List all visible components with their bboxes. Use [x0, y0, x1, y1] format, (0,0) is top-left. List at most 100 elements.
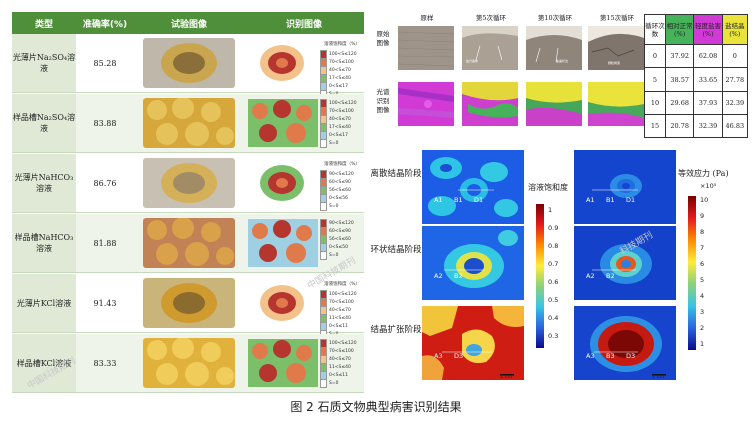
- mini-table-row: 15 20.78 32.39 46.83: [644, 113, 749, 139]
- saturation-colorbar: [536, 204, 544, 348]
- legend-label: 0<S≤50: [329, 244, 348, 250]
- legend-label: 70<S≤100: [329, 299, 354, 305]
- colorbar-tick: 0.6: [548, 278, 559, 286]
- legend-label: 70<S≤100: [329, 59, 354, 65]
- annotation-particle-loss: 颗粒剥落: [608, 60, 620, 65]
- mini-table-cell: 32.39: [693, 113, 723, 139]
- row-type: 样品槽Na₂SO₄溶液: [12, 94, 76, 152]
- colorbar-tick: 1: [548, 206, 553, 214]
- table-row: 光薄片NaHCO₃溶液 86.76 溶液饱和度（%） 90<S≤120 60<S≤9…: [12, 154, 364, 213]
- map-point-label: A3: [434, 352, 443, 360]
- map-point-label: B1: [606, 196, 615, 204]
- mini-table-cell: 29.68: [664, 90, 695, 115]
- row-accuracy: 85.28: [93, 58, 117, 68]
- legend-label: 100<S≤120: [329, 100, 357, 106]
- map-point-label: D1: [474, 196, 484, 204]
- row-accuracy: 91.43: [93, 298, 117, 308]
- saturation-legend: 溶液饱和度（%） 100<S≤120 70<S≤100 40<S≤70 11<S≤40 0…: [320, 279, 364, 339]
- legend-swatch: [320, 378, 327, 388]
- legend-label: 17<S≤40: [329, 124, 351, 130]
- recognized-shape: [248, 219, 318, 267]
- recognized-image: 100<S≤120 70<S≤100 40<S≤70 11<S≤40 0<S≤11 S=0: [246, 337, 362, 389]
- map-point-label: D3: [626, 352, 636, 360]
- header-accuracy: 准确率(%): [82, 19, 128, 30]
- table-row: 样品槽Na₂SO₄溶液 83.88 100<S≤120 70<S≤100 40<S≤…: [12, 94, 364, 153]
- map-point-label: A3: [586, 352, 595, 360]
- map-point-label: A1: [434, 196, 443, 204]
- colorbar-tick: 0.4: [548, 314, 559, 322]
- mini-table-cell: 5: [644, 67, 666, 92]
- stress-map-stage2: [574, 226, 676, 300]
- legend-item: S=0: [320, 138, 364, 148]
- stress-colorbar: [688, 196, 696, 350]
- legend-title: 溶液饱和度（%）: [324, 42, 360, 47]
- row-label-original-image: 原始图像: [376, 30, 390, 47]
- colorbar-tick: 7: [700, 244, 705, 252]
- stage-label-ring: 环状结晶阶段: [370, 245, 422, 255]
- map-point-label: D3: [454, 352, 464, 360]
- colorbar-tick: 4: [700, 292, 705, 300]
- colorbar-tick: 5: [700, 276, 705, 284]
- cycle-image-grid: 原样 第5次循环 第10次循环 第15次循环 原始图像 光谱识别图像 盐分晶体 …: [376, 12, 644, 148]
- col-header-cycle5: 第5次循环: [475, 14, 507, 22]
- header-test-image: 试验图像: [170, 19, 207, 30]
- legend-label: 100<S≤120: [329, 291, 357, 297]
- mini-table-cell: 33.65: [693, 67, 723, 92]
- legend-label: 40<S≤70: [329, 356, 351, 362]
- map-point-label: B2: [606, 272, 615, 280]
- legend-label: 70<S≤100: [329, 108, 354, 114]
- col-header-original: 原样: [420, 14, 434, 22]
- mini-header-cycles: 循环次数: [644, 13, 666, 46]
- mini-table-cell: 0: [721, 44, 749, 69]
- recognized-image: 溶液饱和度（%） 90<S≤120 60<S≤90 56<S≤60 0<S≤56 S=0: [246, 157, 362, 211]
- legend-item: S=0: [320, 250, 364, 260]
- stage-label-discrete: 离散结晶阶段: [370, 169, 422, 179]
- spectral-cycle15: [588, 82, 644, 126]
- legend-label: 0<S≤17: [329, 132, 348, 138]
- colorbar-tick: 0.3: [548, 332, 559, 340]
- col-header-cycle10: 第10次循环: [537, 14, 573, 22]
- saturation-map-stage2: [422, 226, 524, 300]
- table-row: 样品槽KCl溶液 83.33 100<S≤120 70<S≤100 40<S≤70 1…: [12, 334, 364, 393]
- test-image: [143, 278, 235, 328]
- stress-map-stage3: [574, 306, 676, 380]
- row-accuracy: 81.88: [93, 238, 117, 248]
- legend-label: 60<S≤90: [329, 228, 351, 234]
- col-header-cycle15: 第15次循环: [599, 14, 635, 22]
- legend-item: S=0: [320, 378, 364, 388]
- table-row: 光薄片Na₂SO₄溶液 85.28 溶液饱和度（%） 100<S≤120 70<S≤…: [12, 34, 364, 99]
- row-type: 样品槽NaHCO₃溶液: [12, 214, 76, 272]
- table-header: 类型 准确率(%) 试验图像 识别图像: [12, 12, 364, 34]
- legend-label: 90<S≤120: [329, 220, 354, 226]
- colorbar-tick: 0.5: [548, 296, 559, 304]
- legend-label: 17<S≤40: [329, 75, 351, 81]
- stress-colorbar-title: 等效应力 (Pa): [678, 169, 729, 178]
- mini-table-row: 10 29.68 37.93 32.39: [644, 90, 749, 115]
- stress-map-stage1: [574, 150, 676, 224]
- recognized-shape: [248, 339, 318, 387]
- saturation-legend: 溶液饱和度（%） 100<S≤120 70<S≤100 40<S≤70 17<S≤40 0…: [320, 39, 364, 99]
- stress-colorbar-exponent: ×10⁵: [700, 182, 717, 190]
- mini-table-row: 0 37.92 62.08 0: [644, 44, 749, 69]
- mini-table-cell: 37.93: [693, 90, 723, 115]
- legend-label: 40<S≤70: [329, 116, 351, 122]
- recognized-image-cell: 溶液饱和度（%） 100<S≤120 70<S≤100 40<S≤70 17<S≤40 0…: [244, 34, 364, 99]
- colorbar-tick: 2: [700, 324, 705, 332]
- mini-table-cell: 0: [644, 44, 666, 69]
- recognized-shape: [248, 159, 318, 207]
- table-row: 光薄片KCl溶液 91.43 溶液饱和度（%） 100<S≤120 70<S≤100…: [12, 274, 364, 339]
- legend-title: 溶液饱和度（%）: [324, 162, 360, 167]
- legend-swatch: [320, 250, 327, 260]
- row-type: 样品槽KCl溶液: [12, 334, 76, 392]
- mini-header-light-salt: 轻度盐害(%): [693, 13, 723, 46]
- legend-swatch: [320, 201, 327, 211]
- test-image-cell: [134, 94, 244, 152]
- header-type: 类型: [34, 19, 53, 30]
- test-image-cell: [134, 154, 244, 212]
- legend-label: 11<S≤40: [329, 364, 351, 370]
- map-point-label: B3: [606, 352, 615, 360]
- map-point-label: A2: [434, 272, 443, 280]
- colorbar-tick: 9: [700, 212, 705, 220]
- saturation-map-stage3: [422, 306, 524, 380]
- spectral-cycle10: [526, 82, 582, 126]
